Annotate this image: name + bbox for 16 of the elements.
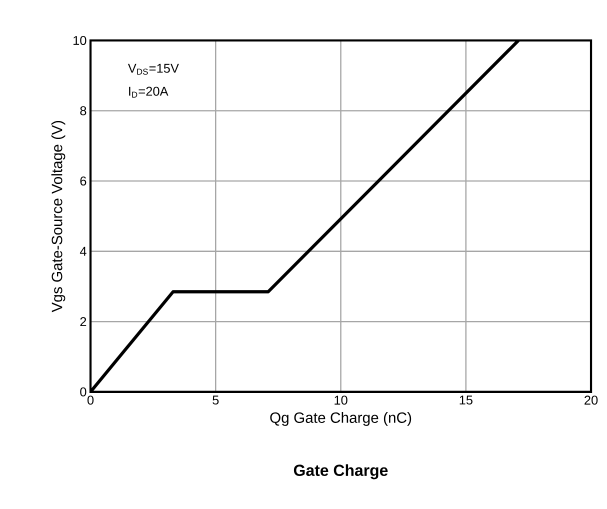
x-tick-label: 5 — [212, 396, 219, 405]
y-tick-label: 10 — [74, 36, 86, 45]
x-axis-title: Qg Gate Charge (nC) — [270, 412, 412, 426]
x-tick-label: 0 — [87, 396, 94, 405]
y-axis-title: Vgs Gate-Source Voltage (V) — [51, 120, 66, 312]
annotation: I$_{D}$=20A — [129, 86, 168, 98]
x-tick-label: 15 — [460, 396, 472, 405]
y-tick-label: 2 — [80, 317, 86, 326]
y-tick-label: 4 — [80, 246, 86, 256]
annotation: V$_{DS}$=15V — [128, 64, 179, 75]
y-tick-label: 6 — [80, 176, 86, 186]
x-tick-label: 10 — [334, 396, 348, 405]
x-tick-label: 20 — [584, 396, 598, 405]
text: Gate Charge — [294, 464, 388, 480]
y-tick-label: 8 — [80, 106, 86, 116]
y-tick-label: 0 — [80, 387, 86, 396]
